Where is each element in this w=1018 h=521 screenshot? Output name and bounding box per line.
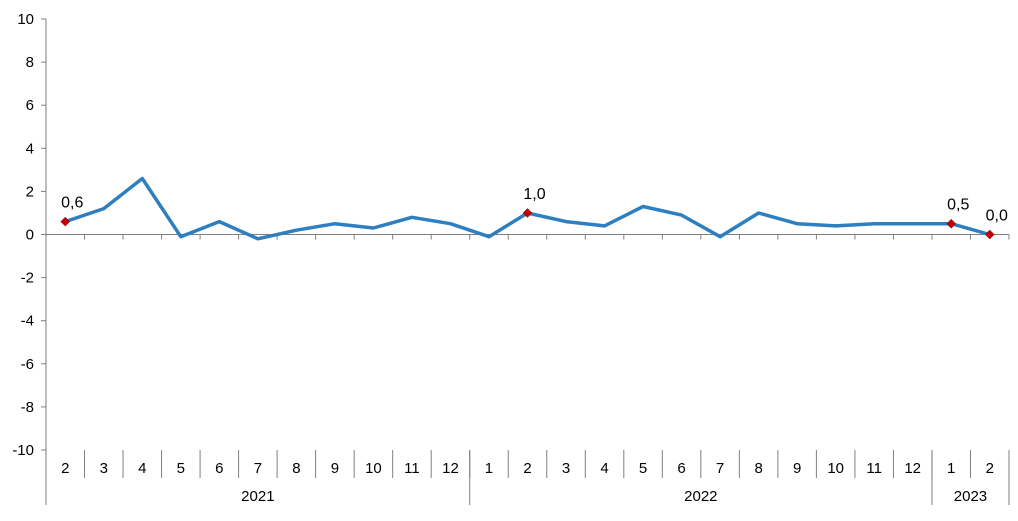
y-tick-label: 10 [17,11,34,28]
y-tick-label: -6 [21,356,34,373]
category-label: 3 [100,460,108,477]
marker-layer: 0,6 1,0 0,5 0,0 [60,186,1008,240]
y-tick-label: 0 [26,227,34,244]
y-tick-label: 8 [26,54,34,71]
data-point-marker [522,208,533,218]
category-label: 12 [442,460,459,477]
year-label: 2021 [241,488,274,505]
y-tick-label: -2 [21,270,34,287]
y-tick-label: 2 [26,183,34,200]
category-label: 2 [986,460,994,477]
year-label: 2023 [954,488,987,505]
category-label: 6 [215,460,223,477]
data-point-marker [60,216,71,227]
category-label: 11 [404,460,420,477]
y-tick-label: -8 [21,399,34,416]
category-label: 2 [61,460,69,477]
category-label: 9 [793,460,801,477]
category-label: 8 [292,460,300,477]
category-label: 9 [331,460,339,477]
category-label: 8 [754,460,762,477]
category-label: 3 [562,460,570,477]
y-tick-label: -4 [21,313,34,330]
category-label: 7 [254,460,262,477]
category-label: 10 [827,460,844,477]
category-label: 6 [677,460,685,477]
data-point-marker [984,229,995,240]
y-tick-label: 4 [26,140,34,157]
data-point-marker [946,218,957,229]
data-label: 0,6 [61,195,83,212]
category-label: 4 [138,460,146,477]
y-tick-label: 6 [26,97,34,114]
category-label: 5 [639,460,647,477]
category-label: 10 [365,460,382,477]
category-label: 7 [716,460,724,477]
category-label: 11 [866,460,882,477]
category-label: 2 [523,460,531,477]
category-label: 5 [177,460,185,477]
data-label: 1,0 [523,186,545,203]
year-label: 2022 [684,488,717,505]
category-label: 4 [600,460,608,477]
category-label: 12 [904,460,921,477]
category-label: 1 [947,460,955,477]
y-tick-label: -10 [12,442,34,459]
data-label: 0,5 [947,197,969,214]
y-axis: 10 8 6 4 2 0 -2 -4 -6 -8 -10 [12,11,47,505]
category-label: 1 [485,460,493,477]
data-label: 0,0 [986,208,1008,225]
